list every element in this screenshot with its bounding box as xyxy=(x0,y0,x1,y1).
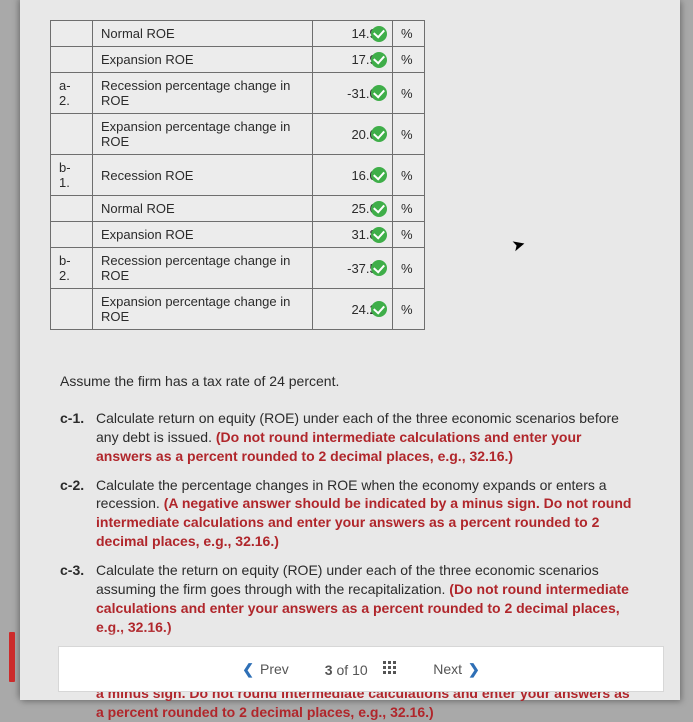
row-label xyxy=(51,47,93,73)
row-value: 31.87 xyxy=(313,222,393,248)
assume-text: Assume the firm has a tax rate of 24 per… xyxy=(60,372,640,391)
check-icon xyxy=(371,26,387,42)
bookmark-marker xyxy=(9,632,15,682)
row-desc: Expansion ROE xyxy=(93,222,313,248)
row-desc: Recession percentage change in ROE xyxy=(93,73,313,114)
question-red: (A negative answer should be indicated b… xyxy=(96,495,631,549)
question-text: Calculate the return on equity (ROE) und… xyxy=(96,561,640,637)
row-desc: Expansion percentage change in ROE xyxy=(93,114,313,155)
table-row: a- 2. Recession percentage change in ROE… xyxy=(51,73,425,114)
page-of: of xyxy=(336,662,348,678)
table-row: Normal ROE 14.93 % xyxy=(51,21,425,47)
row-unit: % xyxy=(393,289,425,330)
table-row: b- 1. Recession ROE 16.03 % xyxy=(51,155,425,196)
row-unit: % xyxy=(393,155,425,196)
row-label xyxy=(51,196,93,222)
answers-table: Normal ROE 14.93 % Expansion ROE 17.92 %… xyxy=(50,20,425,330)
row-label xyxy=(51,114,93,155)
row-value: 17.92 xyxy=(313,47,393,73)
question-label: c-2. xyxy=(60,476,96,552)
row-unit: % xyxy=(393,114,425,155)
row-unit: % xyxy=(393,21,425,47)
check-icon xyxy=(371,301,387,317)
row-label: b- 2. xyxy=(51,248,93,289)
row-desc: Normal ROE xyxy=(93,196,313,222)
row-label xyxy=(51,289,93,330)
check-icon xyxy=(371,126,387,142)
chevron-left-icon: ❮ xyxy=(242,661,254,678)
prev-button[interactable]: ❮ Prev xyxy=(242,661,289,678)
row-unit: % xyxy=(393,47,425,73)
row-desc: Normal ROE xyxy=(93,21,313,47)
page-total: 10 xyxy=(352,662,368,678)
row-desc: Recession ROE xyxy=(93,155,313,196)
row-value: -37.53 xyxy=(313,248,393,289)
table-row: Expansion percentage change in ROE 20.00… xyxy=(51,114,425,155)
page-sheet: Normal ROE 14.93 % Expansion ROE 17.92 %… xyxy=(20,0,680,700)
row-value: 20.00 xyxy=(313,114,393,155)
check-icon xyxy=(371,85,387,101)
question-label: c-1. xyxy=(60,409,96,466)
table-row: Expansion percentage change in ROE 24.21… xyxy=(51,289,425,330)
table-row: b- 2. Recession percentage change in ROE… xyxy=(51,248,425,289)
check-icon xyxy=(371,52,387,68)
row-desc: Expansion percentage change in ROE xyxy=(93,289,313,330)
next-label: Next xyxy=(433,661,462,677)
question-text: Calculate return on equity (ROE) under e… xyxy=(96,409,640,466)
question-c2: c-2. Calculate the percentage changes in… xyxy=(60,476,640,552)
row-label xyxy=(51,222,93,248)
question-text: Calculate the percentage changes in ROE … xyxy=(96,476,640,552)
page-position: 3 of 10 xyxy=(325,661,397,678)
question-navbar: ❮ Prev 3 of 10 Next ❯ xyxy=(58,646,664,692)
row-desc: Recession percentage change in ROE xyxy=(93,248,313,289)
prev-label: Prev xyxy=(260,661,289,677)
check-icon xyxy=(371,227,387,243)
row-label: a- 2. xyxy=(51,73,93,114)
row-label xyxy=(51,21,93,47)
row-unit: % xyxy=(393,196,425,222)
row-unit: % xyxy=(393,73,425,114)
table-row: Expansion ROE 17.92 % xyxy=(51,47,425,73)
chevron-right-icon: ❯ xyxy=(468,661,480,678)
question-c3: c-3. Calculate the return on equity (ROE… xyxy=(60,561,640,637)
table-row: Normal ROE 25.66 % xyxy=(51,196,425,222)
text-fade xyxy=(58,630,664,646)
row-value: 16.03 xyxy=(313,155,393,196)
grid-icon[interactable] xyxy=(383,661,397,675)
row-unit: % xyxy=(393,222,425,248)
page-current: 3 xyxy=(325,662,333,678)
check-icon xyxy=(371,167,387,183)
row-unit: % xyxy=(393,248,425,289)
check-icon xyxy=(371,201,387,217)
table-row: Expansion ROE 31.87 % xyxy=(51,222,425,248)
next-button[interactable]: Next ❯ xyxy=(433,661,480,678)
row-value: -31.00 xyxy=(313,73,393,114)
row-value: 25.66 xyxy=(313,196,393,222)
question-label: c-3. xyxy=(60,561,96,637)
question-c1: c-1. Calculate return on equity (ROE) un… xyxy=(60,409,640,466)
row-label: b- 1. xyxy=(51,155,93,196)
row-desc: Expansion ROE xyxy=(93,47,313,73)
row-value: 14.93 xyxy=(313,21,393,47)
check-icon xyxy=(371,260,387,276)
row-value: 24.21 xyxy=(313,289,393,330)
